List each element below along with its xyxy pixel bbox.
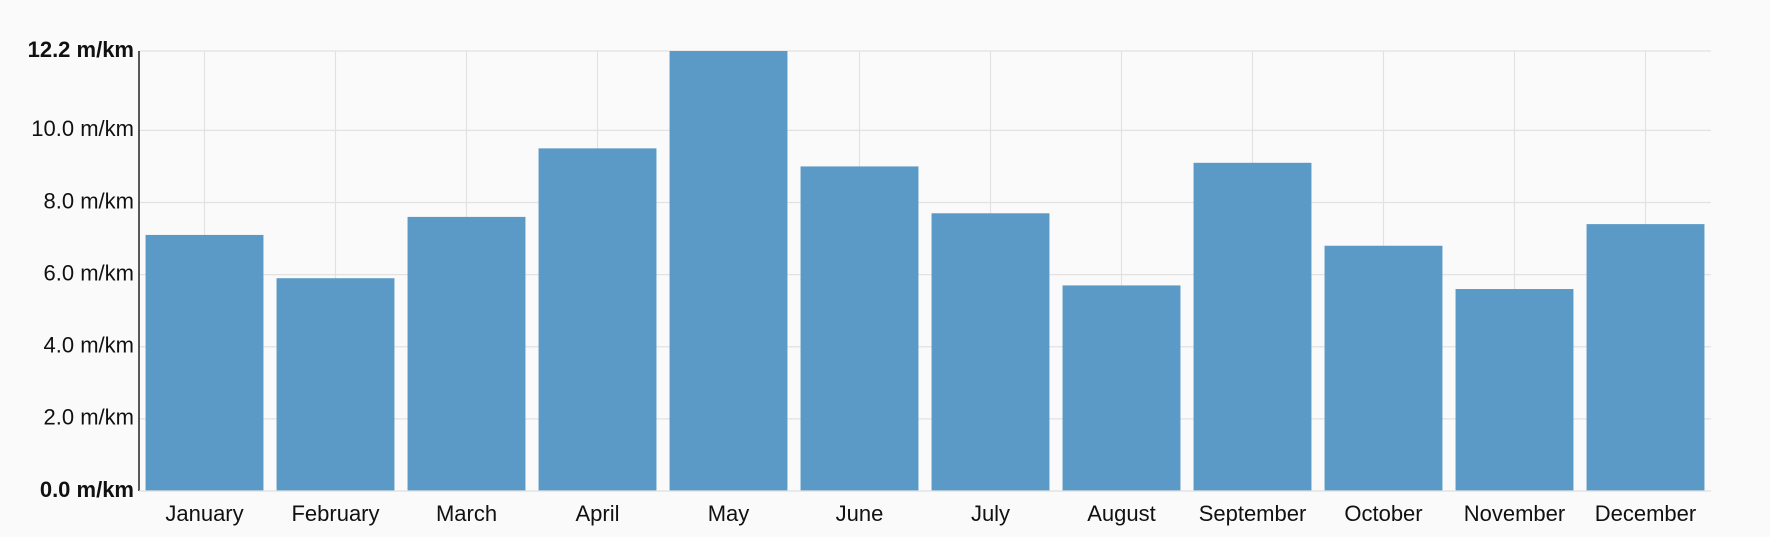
bar — [1324, 245, 1443, 491]
y-tick-label: 10.0 m/km — [31, 116, 134, 141]
x-tick-label: February — [291, 501, 379, 526]
y-tick-label: 12.2 m/km — [28, 37, 134, 62]
bar — [669, 51, 788, 491]
y-tick-label: 6.0 m/km — [44, 260, 134, 285]
bar — [1586, 224, 1705, 492]
x-tick-label: October — [1344, 501, 1422, 526]
x-tick-label: April — [575, 501, 619, 526]
x-tick-label: August — [1087, 501, 1156, 526]
y-tick-label: 0.0 m/km — [40, 477, 134, 502]
x-tick-label: July — [971, 501, 1010, 526]
bar — [931, 213, 1050, 491]
bar — [800, 166, 919, 491]
bar — [538, 148, 657, 491]
x-tick-label: June — [836, 501, 884, 526]
x-tick-label: January — [165, 501, 243, 526]
x-tick-label: December — [1595, 501, 1696, 526]
bar — [1455, 289, 1574, 491]
y-tick-label: 8.0 m/km — [44, 188, 134, 213]
bar — [145, 234, 264, 491]
x-tick-label: November — [1464, 501, 1565, 526]
y-tick-label: 4.0 m/km — [44, 333, 134, 358]
bar — [407, 216, 526, 491]
bar — [1193, 162, 1312, 491]
y-tick-label: 2.0 m/km — [44, 405, 134, 430]
bar — [1062, 285, 1181, 491]
x-tick-label: September — [1199, 501, 1307, 526]
bar — [276, 278, 395, 491]
x-tick-label: March — [436, 501, 497, 526]
x-tick-label: May — [708, 501, 750, 526]
